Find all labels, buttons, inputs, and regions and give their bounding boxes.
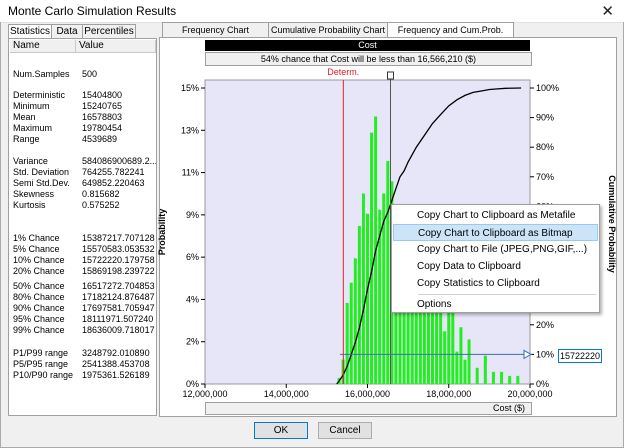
row-name: P1/P99 range [13, 348, 69, 358]
row-name: 20% Chance [13, 266, 65, 276]
row-name: 50% Chance [13, 281, 65, 291]
row-name: P10/P90 range [13, 370, 74, 380]
row-value: 500 [82, 69, 98, 79]
row-value: 17182124.876487 [82, 292, 155, 302]
ok-button[interactable]: OK [254, 422, 308, 439]
row-name: Skewness [13, 189, 55, 199]
row-name: 10% Chance [13, 255, 65, 265]
chart-title: Cost [205, 40, 530, 51]
row-name: Num.Samples [13, 69, 70, 79]
row-value: 15722220.179758 [82, 255, 155, 265]
row-value: 584086900689.2... [82, 156, 157, 166]
menu-item-copy-data[interactable]: Copy Data to Clipboard [417, 261, 521, 272]
x-axis-label: Cost ($) [492, 403, 525, 413]
row-value: 15240765 [82, 101, 123, 111]
row-value: 15404800 [82, 90, 123, 100]
row-name: Std. Deviation [13, 167, 70, 177]
row-name: Maximum [13, 123, 53, 133]
row-value: 15570583.053532 [82, 244, 155, 254]
row-value: 649852.220463 [82, 178, 145, 188]
menu-item-copy-to-file[interactable]: Copy Chart to File (JPEG,PNG,GIF,...) [417, 244, 588, 255]
tab-data[interactable]: Data [51, 24, 83, 38]
x-axis-label-box: Cost ($) [205, 402, 532, 415]
row-name: 5% Chance [13, 244, 60, 254]
row-value: 17697581.705947 [82, 303, 155, 313]
row-name: Minimum [13, 101, 50, 111]
tab-frequency-and-cum-prob-charts[interactable]: Frequency and Cum.Prob. Charts [387, 22, 514, 49]
tab-frequency-chart[interactable]: Frequency Chart [162, 22, 269, 37]
row-value: 0.575252 [82, 200, 120, 210]
row-name: 90% Chance [13, 303, 65, 313]
row-value: 3248792.010890 [82, 348, 150, 358]
row-value: 18111971.507240 [82, 314, 154, 324]
tab-percentiles[interactable]: Percentiles [82, 24, 136, 38]
row-name: 99% Chance [13, 325, 65, 335]
close-icon[interactable]: ✕ [601, 3, 614, 20]
row-name: 80% Chance [13, 292, 65, 302]
row-name: Variance [13, 156, 48, 166]
column-header-value[interactable]: Value [76, 40, 156, 53]
row-value: 4539689 [82, 134, 118, 144]
chance-text: 54% chance that Cost will be less than 1… [205, 52, 532, 66]
column-header-name[interactable]: Name [10, 40, 76, 53]
window-title: Monte Carlo Simulation Results [8, 4, 177, 18]
menu-item-copy-metafile[interactable]: Copy Chart to Clipboard as Metafile [417, 210, 576, 221]
table-header: Name Value [10, 40, 156, 53]
row-name: P5/P95 range [13, 359, 69, 369]
row-value: 15869198.239722 [82, 266, 155, 276]
row-value: 19780454 [82, 123, 123, 133]
row-value: 18636009.718017 [82, 325, 155, 335]
percentile-value-label: 15722220 [558, 349, 602, 363]
row-name: Mean [13, 112, 36, 122]
row-name: Range [13, 134, 40, 144]
row-value: 2541388.453708 [82, 359, 150, 369]
row-value: 16578803 [82, 112, 123, 122]
tab-cumulative-probability-chart[interactable]: Cumulative Probability Chart [268, 22, 388, 37]
row-name: 95% Chance [13, 314, 65, 324]
row-name: Semi Std.Dev. [13, 178, 70, 188]
row-value: 16517272.704853 [82, 281, 155, 291]
menu-item-copy-statistics[interactable]: Copy Statistics to Clipboard [417, 278, 540, 289]
row-name: Deterministic [13, 90, 66, 100]
menu-item-copy-bitmap[interactable]: Copy Chart to Clipboard as Bitmap [393, 224, 598, 241]
title-bar: Monte Carlo Simulation Results ✕ [0, 0, 624, 23]
cancel-button[interactable]: Cancel [318, 422, 372, 439]
statistics-table: Name Value Num.Samples 500 Deterministic 15… [8, 38, 157, 416]
row-value: 1975361.526189 [82, 370, 150, 380]
menu-item-options[interactable]: Options [417, 299, 452, 310]
tab-statistics[interactable]: Statistics [8, 24, 52, 39]
menu-separator [418, 294, 596, 295]
row-name: 1% Chance [13, 233, 60, 243]
row-name: Kurtosis [13, 200, 46, 210]
context-menu: Copy Chart to Clipboard as Metafile Copy… [391, 204, 600, 313]
row-value: 15387217.707128 [82, 233, 155, 243]
row-value: 0.815682 [82, 189, 120, 199]
row-value: 764255.782241 [82, 167, 145, 177]
